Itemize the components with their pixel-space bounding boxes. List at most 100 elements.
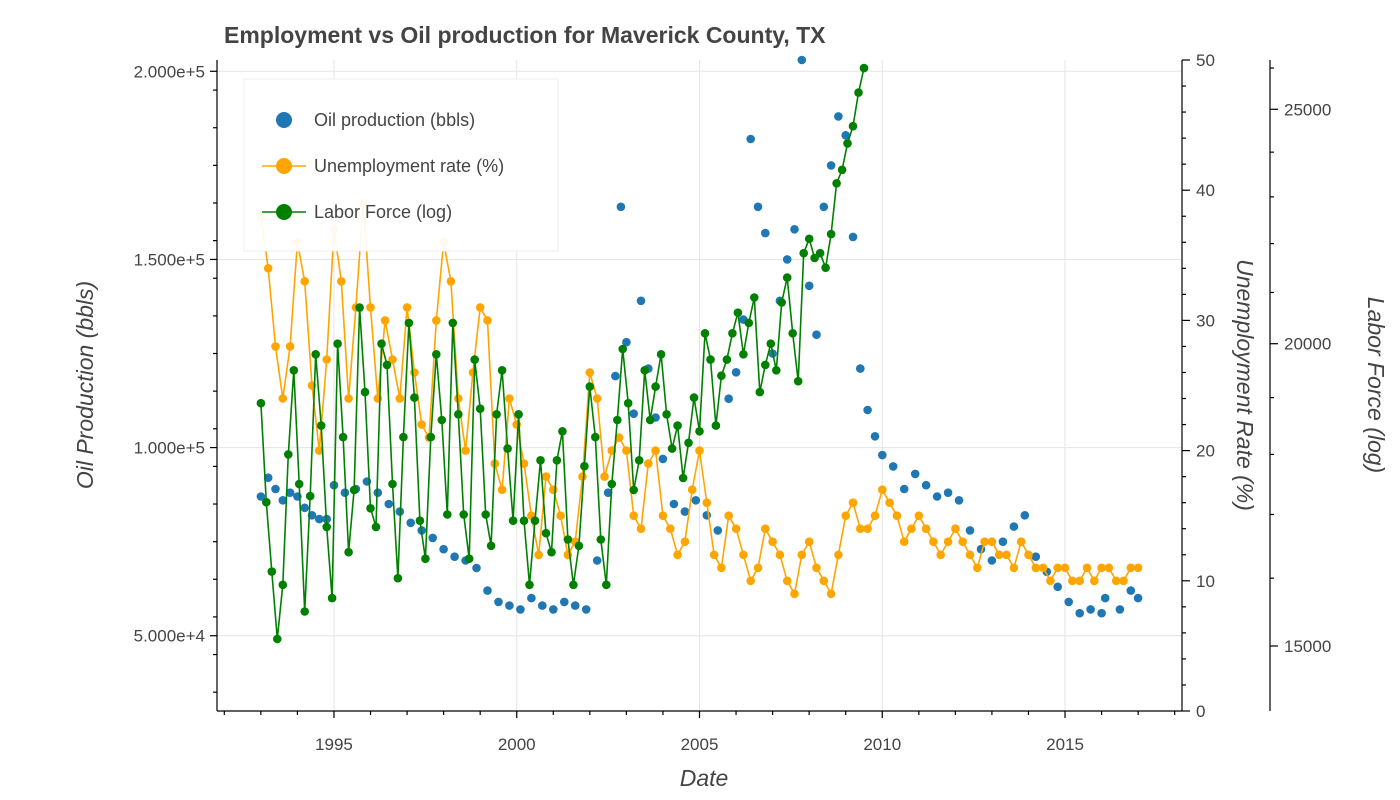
data-point [848,121,858,131]
data-point [470,355,480,364]
data-point [494,597,503,607]
data-point [965,550,975,560]
labor-tick-label: 15000 [1284,637,1331,656]
data-point [560,597,569,607]
data-point [700,329,710,338]
data-point [373,394,383,403]
data-point [788,329,797,338]
data-point [1009,563,1019,573]
data-point [761,228,770,238]
data-point [1133,593,1143,603]
data-point [552,456,562,465]
data-point [300,503,310,513]
data-point [472,563,481,573]
data-point [355,303,364,312]
data-point [622,446,631,455]
data-point [273,634,282,644]
data-point [1064,597,1073,607]
data-point [443,510,452,519]
data-point [333,339,342,349]
data-point [684,438,693,448]
data-point [1097,608,1106,618]
data-point [870,432,880,441]
data-point [271,484,280,494]
data-point [728,329,737,338]
data-point [848,498,858,508]
data-point [907,524,916,533]
data-point [1126,563,1136,573]
data-point [377,339,386,349]
data-point [592,556,602,565]
labor-tick-label: 20000 [1284,335,1331,354]
data-point [475,303,485,312]
data-point [580,461,589,471]
series-oil [256,55,1143,618]
data-point [680,507,690,516]
data-point [799,248,808,258]
data-point [428,533,438,543]
data-point [1031,552,1041,561]
data-point [656,350,666,359]
data-point [256,492,266,501]
data-point [724,394,733,404]
data-point [382,360,392,370]
data-point [410,368,419,377]
data-point [636,524,646,533]
data-point [366,303,375,312]
unemployment-axis-title: Unemployment Rate (%) [1232,259,1258,511]
data-point [1068,576,1077,586]
data-point [614,433,624,442]
data-point [497,485,507,495]
data-point [415,516,425,525]
chart-title: Employment vs Oil production for Maveric… [224,22,826,48]
data-point [673,550,682,560]
data-point [262,497,271,507]
data-point [538,601,547,610]
data-point [744,318,754,328]
data-point [834,112,843,121]
data-point [616,202,626,212]
data-point [691,496,701,505]
data-point [344,547,353,557]
data-point [437,415,447,425]
data-point [797,550,807,560]
data-point [578,472,587,481]
data-point [695,446,704,455]
data-point [547,547,556,557]
data-point [337,277,346,286]
data-point [1111,576,1121,586]
data-point [645,415,655,425]
data-point [980,537,989,546]
data-point [534,550,543,560]
data-point [669,499,679,509]
data-point [651,382,660,391]
data-point [344,394,353,403]
data-point [629,485,638,495]
data-point [782,273,792,282]
series-layer [256,55,1143,644]
data-point [556,511,565,520]
data-point [1046,576,1055,586]
data-point [570,601,580,610]
data-point [410,393,419,402]
data-point [316,421,326,430]
data-point [327,593,337,603]
data-point [629,511,638,520]
data-point [311,350,321,359]
data-point [541,472,551,481]
axes: 1995 2000 2005 2010 20155.000e+41.000e+51.50… [134,51,1332,754]
data-point [603,488,613,498]
data-point [1060,563,1070,573]
x-tick-label: 2005 [681,735,719,754]
data-point [527,593,536,603]
data-point [406,518,416,528]
data-point [717,371,726,381]
data-point [899,484,909,494]
data-point [514,410,523,419]
data-point [450,552,459,561]
data-point [832,179,841,188]
data-point [271,342,280,351]
data-point [658,511,668,520]
legend-items: Oil production (bbls) Unemployment rate (… [262,110,504,222]
